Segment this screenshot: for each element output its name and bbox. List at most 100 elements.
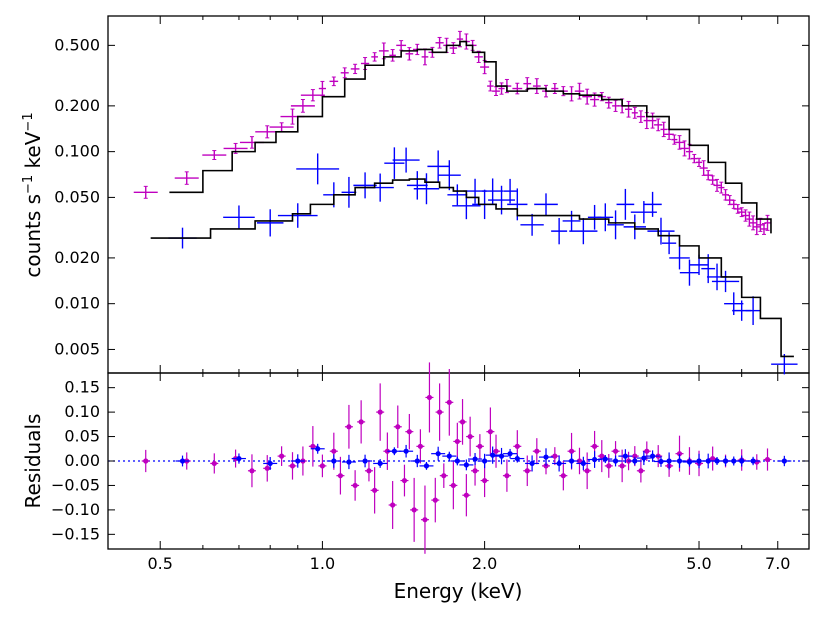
- spectrum-point: [711, 270, 740, 293]
- residual-marker: [463, 492, 469, 498]
- spectrum-point: [746, 211, 753, 227]
- spectrum-point: [648, 112, 657, 129]
- residual-marker: [560, 473, 566, 479]
- residual-marker: [331, 448, 337, 454]
- residual-marker: [632, 458, 638, 464]
- residual-marker: [543, 463, 549, 469]
- residual-marker: [450, 482, 456, 489]
- residual-point: [492, 434, 501, 468]
- spectrum-point: [753, 218, 761, 236]
- residual-point: [466, 416, 475, 457]
- residual-point: [399, 444, 414, 458]
- residual-point: [734, 455, 749, 467]
- ylabel-kev: keV: [21, 131, 45, 175]
- spectrum-point: [574, 82, 585, 100]
- residual-point: [645, 450, 660, 462]
- xtick-label: 7.0: [765, 554, 790, 573]
- residual-point: [376, 383, 385, 441]
- spectrum-point: [722, 189, 729, 201]
- ytick-label: 0.200: [54, 96, 100, 115]
- residual-marker: [467, 433, 473, 440]
- spectrum-point: [597, 203, 614, 232]
- spectrum-point: [435, 36, 444, 49]
- spectrum-point: [551, 217, 568, 245]
- spectrum-point: [607, 210, 624, 240]
- spectrum-point: [569, 218, 598, 245]
- residual-point: [351, 470, 360, 501]
- spectrum-point: [392, 147, 420, 173]
- residual-point: [597, 440, 606, 473]
- ytick-label: 0.10: [64, 402, 100, 421]
- ytick-label: 0.05: [64, 427, 100, 446]
- residual-point: [358, 454, 373, 468]
- residual-marker: [556, 460, 562, 467]
- spectrum-point: [296, 153, 340, 185]
- residual-marker: [249, 468, 255, 474]
- axes-layer: 0.005 0.010 0.020 0.050 0.100 0.200 0.500 −0.15…: [51, 16, 810, 573]
- spectrum-point: [654, 118, 663, 132]
- residual-point: [503, 448, 518, 459]
- residual-point: [336, 456, 345, 495]
- spectrum-point: [523, 77, 532, 91]
- residual-marker: [463, 462, 469, 468]
- residual-marker: [722, 458, 729, 464]
- residual-point: [449, 461, 458, 510]
- residual-marker: [632, 453, 638, 459]
- residual-point: [532, 438, 541, 465]
- residual-marker: [599, 453, 605, 459]
- spectrum-point: [133, 185, 158, 199]
- spectrum-point: [703, 170, 713, 181]
- residual-point: [618, 449, 633, 464]
- residual-marker: [395, 424, 401, 430]
- residual-marker: [377, 460, 383, 467]
- spectrum-point: [427, 150, 449, 183]
- spectrum-point: [701, 254, 716, 284]
- spectrum-point: [329, 76, 339, 87]
- residual-marker: [211, 460, 217, 467]
- residual-point: [598, 455, 613, 464]
- residual-point: [393, 405, 402, 449]
- residual-point: [604, 453, 613, 478]
- residual-marker: [676, 458, 683, 464]
- residual-marker: [498, 453, 505, 459]
- residual-marker: [580, 460, 586, 467]
- spectrum-point: [277, 203, 318, 228]
- spectrum-point: [562, 210, 581, 232]
- residual-marker: [414, 458, 420, 464]
- residual-point: [453, 422, 462, 461]
- spectrum-ylabel: counts s−1 keV−1: [21, 112, 45, 277]
- spectrum-point: [512, 82, 523, 95]
- residual-marker: [337, 473, 344, 479]
- residual-marker: [441, 473, 447, 479]
- spectrum-point: [664, 128, 674, 140]
- residual-marker: [346, 459, 352, 465]
- residual-marker: [493, 448, 499, 454]
- residual-marker: [638, 468, 644, 474]
- spectrum-point: [616, 188, 635, 220]
- spectrum-point: [771, 354, 798, 375]
- residual-marker: [346, 424, 352, 430]
- residual-point: [410, 477, 419, 542]
- residual-marker: [417, 443, 423, 449]
- residual-marker: [507, 451, 513, 457]
- residual-marker: [289, 463, 296, 469]
- spectrum-point: [647, 217, 675, 245]
- residual-marker: [436, 409, 443, 415]
- ytick-label: −0.05: [51, 475, 100, 494]
- ytick-label: 0.00: [64, 451, 100, 470]
- spectrum-point: [699, 160, 708, 176]
- residual-marker: [619, 463, 625, 469]
- spectrum-point: [671, 134, 678, 145]
- residual-marker: [362, 458, 368, 464]
- residual-point: [388, 481, 397, 529]
- residual-marker: [295, 458, 301, 464]
- residual-point: [450, 456, 465, 466]
- residual-marker: [482, 477, 488, 484]
- residual-point: [682, 457, 697, 467]
- residual-marker: [477, 443, 483, 449]
- spectrum-point: [551, 83, 559, 94]
- residual-marker: [411, 507, 417, 513]
- residual-point: [373, 459, 388, 468]
- spectrum-point: [421, 48, 429, 66]
- residual-point: [525, 455, 540, 472]
